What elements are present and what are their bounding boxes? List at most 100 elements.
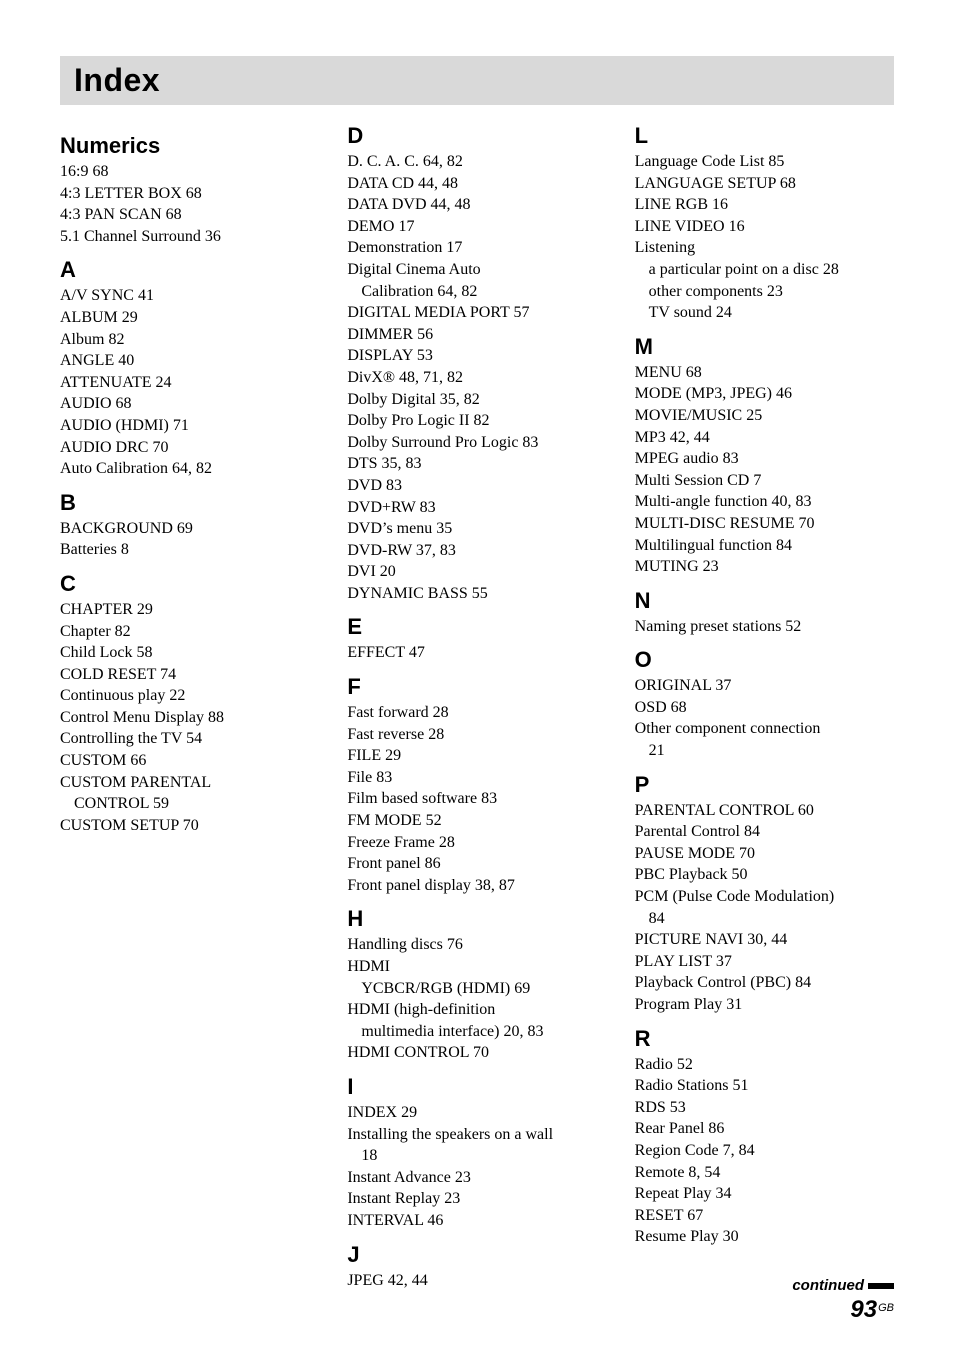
index-entry: Region Code 7, 84 — [635, 1140, 894, 1162]
index-entry: Dolby Surround Pro Logic 83 — [347, 432, 606, 454]
index-entry: DVD-RW 37, 83 — [347, 540, 606, 562]
index-entry: File 83 — [347, 767, 606, 789]
section-heading: R — [635, 1026, 894, 1052]
section-heading: F — [347, 674, 606, 700]
index-entry: 18 — [347, 1145, 606, 1167]
continued-bar-icon — [868, 1283, 894, 1289]
index-entry: MUTING 23 — [635, 556, 894, 578]
index-entry: DIGITAL MEDIA PORT 57 — [347, 302, 606, 324]
index-entry: Radio Stations 51 — [635, 1075, 894, 1097]
index-entry: Multi Session CD 7 — [635, 470, 894, 492]
index-entry: OSD 68 — [635, 697, 894, 719]
index-entry: Freeze Frame 28 — [347, 832, 606, 854]
section-entries: CHAPTER 29Chapter 82Child Lock 58COLD RE… — [60, 599, 319, 837]
section-heading: C — [60, 571, 319, 597]
page-title: Index — [74, 62, 880, 99]
index-entry: other components 23 — [635, 281, 894, 303]
index-entry: Controlling the TV 54 — [60, 728, 319, 750]
index-section: IINDEX 29Installing the speakers on a wa… — [347, 1074, 606, 1232]
index-entry: 4:3 PAN SCAN 68 — [60, 204, 319, 226]
index-entry: Calibration 64, 82 — [347, 281, 606, 303]
section-heading: D — [347, 123, 606, 149]
index-entry: Demonstration 17 — [347, 237, 606, 259]
index-entry: EFFECT 47 — [347, 642, 606, 664]
index-section: EEFFECT 47 — [347, 614, 606, 664]
section-entries: Radio 52Radio Stations 51RDS 53Rear Pane… — [635, 1054, 894, 1248]
section-entries: JPEG 42, 44 — [347, 1270, 606, 1292]
index-entry: Parental Control 84 — [635, 821, 894, 843]
section-heading: E — [347, 614, 606, 640]
page-number: 93GB — [792, 1296, 894, 1324]
index-entry: Control Menu Display 88 — [60, 707, 319, 729]
index-entry: Other component connection — [635, 718, 894, 740]
index-entry: INTERVAL 46 — [347, 1210, 606, 1232]
section-entries: Naming preset stations 52 — [635, 616, 894, 638]
index-entry: DivX® 48, 71, 82 — [347, 367, 606, 389]
index-entry: DIMMER 56 — [347, 324, 606, 346]
index-entry: MP3 42, 44 — [635, 427, 894, 449]
section-entries: ORIGINAL 37OSD 68Other component connect… — [635, 675, 894, 761]
index-entry: Listening — [635, 237, 894, 259]
index-entry: Resume Play 30 — [635, 1226, 894, 1248]
index-entry: ATTENUATE 24 — [60, 372, 319, 394]
index-entry: INDEX 29 — [347, 1102, 606, 1124]
index-section: PPARENTAL CONTROL 60Parental Control 84P… — [635, 772, 894, 1016]
section-entries: PARENTAL CONTROL 60Parental Control 84PA… — [635, 800, 894, 1016]
title-bar: Index — [60, 56, 894, 105]
index-entry: Remote 8, 54 — [635, 1162, 894, 1184]
index-entry: Radio 52 — [635, 1054, 894, 1076]
index-section: BBACKGROUND 69Batteries 8 — [60, 490, 319, 561]
section-entries: A/V SYNC 41ALBUM 29Album 82ANGLE 40ATTEN… — [60, 285, 319, 479]
section-heading: M — [635, 334, 894, 360]
index-entry: MENU 68 — [635, 362, 894, 384]
index-section: FFast forward 28Fast reverse 28FILE 29Fi… — [347, 674, 606, 896]
index-entry: Multilingual function 84 — [635, 535, 894, 557]
index-entry: Repeat Play 34 — [635, 1183, 894, 1205]
index-entry: Auto Calibration 64, 82 — [60, 458, 319, 480]
index-entry: DVD’s menu 35 — [347, 518, 606, 540]
section-entries: INDEX 29Installing the speakers on a wal… — [347, 1102, 606, 1232]
index-entry: Chapter 82 — [60, 621, 319, 643]
index-entry: DTS 35, 83 — [347, 453, 606, 475]
index-entry: HDMI — [347, 956, 606, 978]
index-entry: CONTROL 59 — [60, 793, 319, 815]
index-entry: DATA DVD 44, 48 — [347, 194, 606, 216]
index-entry: 4:3 LETTER BOX 68 — [60, 183, 319, 205]
index-entry: MULTI-DISC RESUME 70 — [635, 513, 894, 535]
index-entry: Instant Advance 23 — [347, 1167, 606, 1189]
index-entry: LANGUAGE SETUP 68 — [635, 173, 894, 195]
section-entries: BACKGROUND 69Batteries 8 — [60, 518, 319, 561]
index-entry: JPEG 42, 44 — [347, 1270, 606, 1292]
page: Index Numerics16:9 684:3 LETTER BOX 684:… — [0, 0, 954, 1331]
section-entries: 16:9 684:3 LETTER BOX 684:3 PAN SCAN 685… — [60, 161, 319, 247]
index-entry: FILE 29 — [347, 745, 606, 767]
index-entry: LINE VIDEO 16 — [635, 216, 894, 238]
index-entry: DEMO 17 — [347, 216, 606, 238]
section-heading: J — [347, 1242, 606, 1268]
index-entry: YCBCR/RGB (HDMI) 69 — [347, 978, 606, 1000]
index-columns: Numerics16:9 684:3 LETTER BOX 684:3 PAN … — [60, 123, 894, 1291]
index-entry: DISPLAY 53 — [347, 345, 606, 367]
page-number-suffix: GB — [878, 1302, 894, 1314]
index-entry: 5.1 Channel Surround 36 — [60, 226, 319, 248]
index-entry: Installing the speakers on a wall — [347, 1124, 606, 1146]
index-section: MMENU 68MODE (MP3, JPEG) 46MOVIE/MUSIC 2… — [635, 334, 894, 578]
index-entry: MOVIE/MUSIC 25 — [635, 405, 894, 427]
index-entry: HDMI CONTROL 70 — [347, 1042, 606, 1064]
index-entry: Instant Replay 23 — [347, 1188, 606, 1210]
index-entry: Batteries 8 — [60, 539, 319, 561]
index-entry: RDS 53 — [635, 1097, 894, 1119]
index-entry: AUDIO DRC 70 — [60, 437, 319, 459]
continued-text: continued — [792, 1277, 864, 1294]
index-entry: 16:9 68 — [60, 161, 319, 183]
index-entry: FM MODE 52 — [347, 810, 606, 832]
section-entries: D. C. A. C. 64, 82DATA CD 44, 48DATA DVD… — [347, 151, 606, 604]
index-entry: Fast reverse 28 — [347, 724, 606, 746]
section-entries: EFFECT 47 — [347, 642, 606, 664]
index-entry: CUSTOM SETUP 70 — [60, 815, 319, 837]
index-section: AA/V SYNC 41ALBUM 29Album 82ANGLE 40ATTE… — [60, 257, 319, 479]
index-entry: HDMI (high-definition — [347, 999, 606, 1021]
section-heading: P — [635, 772, 894, 798]
index-section: RRadio 52Radio Stations 51RDS 53Rear Pan… — [635, 1026, 894, 1248]
index-entry: DVD 83 — [347, 475, 606, 497]
